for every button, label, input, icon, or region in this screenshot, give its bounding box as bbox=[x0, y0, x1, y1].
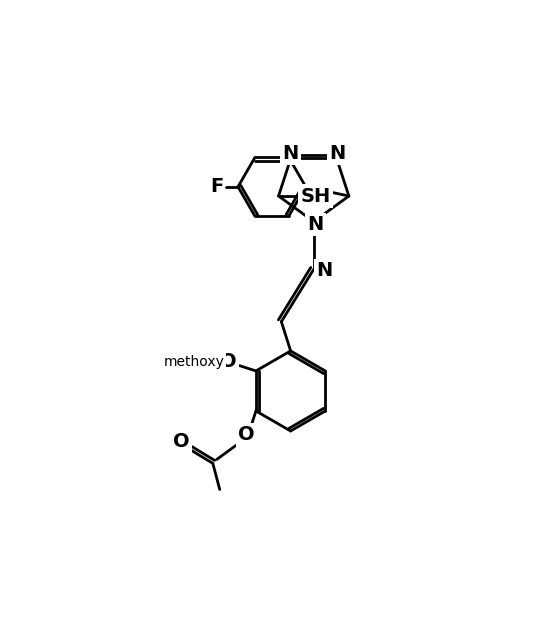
Text: N: N bbox=[316, 261, 333, 280]
Text: N: N bbox=[282, 143, 299, 163]
Text: SH: SH bbox=[300, 186, 330, 205]
Text: methoxy: methoxy bbox=[164, 355, 225, 369]
Text: O: O bbox=[238, 426, 255, 444]
Text: F: F bbox=[210, 177, 223, 196]
Text: O: O bbox=[173, 431, 190, 451]
Text: N: N bbox=[307, 215, 323, 234]
Text: O: O bbox=[220, 352, 237, 371]
Text: N: N bbox=[329, 143, 345, 163]
